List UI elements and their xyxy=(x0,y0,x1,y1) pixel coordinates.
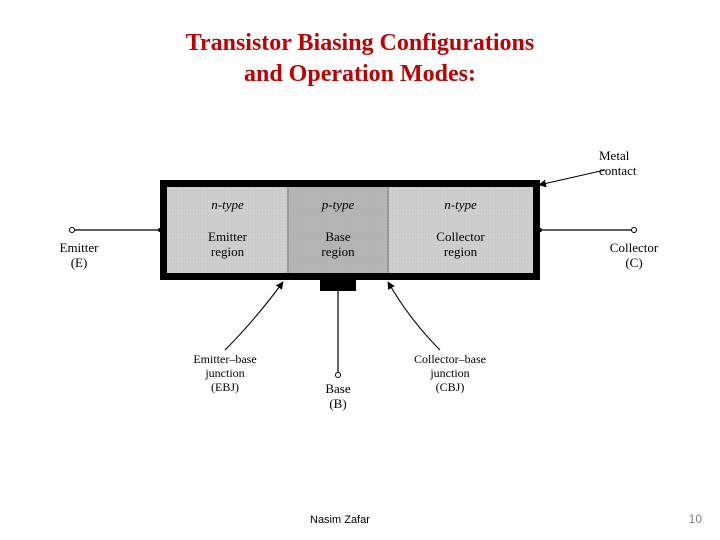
footer-page-number: 10 xyxy=(689,512,702,526)
base-terminal-label-l1: Base xyxy=(325,381,350,396)
ebj-label: Emitter–base junction (EBJ) xyxy=(170,352,280,394)
cbj-label: Collector–base junction (CBJ) xyxy=(390,352,510,394)
ebj-label-l1: Emitter–base xyxy=(193,352,256,366)
cbj-label-l3: (CBJ) xyxy=(436,380,465,394)
cbj-leader xyxy=(388,282,440,350)
cbj-label-l1: Collector–base xyxy=(414,352,486,366)
ebj-label-l3: (EBJ) xyxy=(211,380,239,394)
metal-contact-label: Metal contact xyxy=(599,148,669,179)
metal-contact-leader xyxy=(539,170,605,185)
title-line-1: Transistor Biasing Configurations xyxy=(0,30,720,57)
title-line-2: and Operation Modes: xyxy=(0,61,720,88)
transistor-diagram: n-type Emitter region p-type Base region… xyxy=(60,160,660,420)
cbj-label-l2: junction xyxy=(430,366,469,380)
emitter-terminal-label-l2: (E) xyxy=(71,255,88,270)
collector-terminal-label-l2: (C) xyxy=(625,255,642,270)
base-terminal-label-l2: (B) xyxy=(329,396,346,411)
collector-terminal-label-l1: Collector xyxy=(610,240,658,255)
emitter-terminal-label-l1: Emitter xyxy=(60,240,99,255)
ebj-label-l2: junction xyxy=(205,366,244,380)
ebj-leader xyxy=(225,282,283,350)
slide-title: Transistor Biasing Configurations and Op… xyxy=(0,0,720,88)
emitter-terminal-label: Emitter (E) xyxy=(44,240,114,271)
metal-contact-label-l2: contact xyxy=(599,163,637,178)
slide: Transistor Biasing Configurations and Op… xyxy=(0,0,720,540)
metal-contact-label-l1: Metal xyxy=(599,148,629,163)
collector-terminal-label: Collector (C) xyxy=(594,240,674,271)
base-terminal-label: Base (B) xyxy=(308,381,368,412)
footer-author: Nasim Zafar xyxy=(310,514,370,526)
